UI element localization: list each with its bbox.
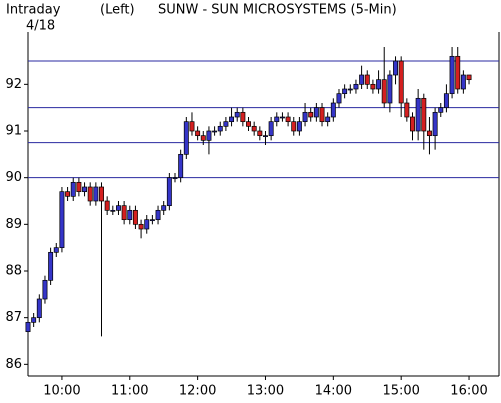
candle-body (460, 74, 466, 90)
candle-body (36, 298, 42, 319)
candle-body (87, 186, 93, 202)
candle-body (217, 125, 223, 132)
y-tick-label: 87 (5, 310, 22, 325)
candle-body (115, 205, 121, 211)
candle-body (376, 79, 382, 90)
y-tick-label: 89 (5, 217, 22, 232)
candle-body (279, 116, 285, 119)
candle-body (206, 130, 212, 141)
candle-body (443, 93, 449, 109)
candle-body (404, 102, 410, 118)
candle-body (161, 205, 167, 211)
y-tick-label: 90 (5, 170, 22, 185)
candle-body (200, 135, 206, 141)
candle-body (330, 102, 336, 118)
candle-body (42, 279, 48, 300)
candle-body (240, 111, 246, 123)
candle-body (308, 111, 314, 118)
x-tick-label: 15:00 (382, 384, 419, 399)
candle-body (53, 247, 59, 253)
axis-label: (Left) (100, 3, 135, 18)
date-label: 4/18 (26, 19, 55, 34)
candle-body (212, 130, 218, 133)
y-tick-label: 86 (5, 357, 22, 372)
y-tick-label: 92 (5, 77, 22, 92)
candle-body (110, 209, 116, 212)
candle-body (359, 74, 365, 85)
candle-body (342, 88, 348, 95)
candle-body (319, 107, 325, 123)
candle-body (296, 121, 302, 132)
candle-body (93, 186, 99, 202)
candle-body (336, 93, 342, 104)
candle-body (432, 111, 438, 137)
candle-body (398, 60, 404, 104)
x-tick-label: 11:00 (111, 384, 148, 399)
candle-body (268, 121, 274, 137)
candle-body (393, 60, 398, 76)
candle-body (313, 107, 319, 118)
candle-body (229, 116, 235, 123)
candle-body (104, 200, 110, 211)
candle-body (449, 55, 455, 95)
candle-body (138, 223, 144, 230)
candle-body (302, 111, 308, 123)
candle-body (364, 74, 370, 85)
candle-body (65, 191, 71, 197)
candle-body (178, 153, 184, 179)
y-tick-label: 91 (5, 124, 22, 139)
candle-body (76, 181, 82, 193)
candle-body (70, 181, 76, 197)
candle-body (223, 121, 229, 127)
candle-body (132, 209, 138, 225)
candle-body (466, 74, 472, 81)
candle-body (426, 130, 432, 137)
candle-body (263, 135, 268, 138)
candle-body (347, 88, 353, 91)
candle-body (25, 321, 31, 333)
candle-body (251, 125, 257, 132)
candle-body (421, 97, 427, 132)
y-tick-label: 88 (5, 264, 22, 279)
candle-body (291, 121, 297, 132)
candle-body (274, 116, 280, 123)
candle-body (172, 177, 178, 180)
x-tick-label: 12:00 (179, 384, 216, 399)
candle-body (121, 205, 127, 221)
chart-title: SUNW - SUN MICROSYSTEMS (5-Min) (158, 3, 397, 18)
candle-body (127, 209, 133, 221)
candle-body (155, 209, 161, 221)
candle-body (149, 219, 155, 222)
candle-body (353, 83, 359, 90)
candle-body (144, 219, 150, 230)
candle-body (234, 111, 240, 118)
x-tick-label: 13:00 (247, 384, 284, 399)
candle-body (246, 121, 251, 127)
candle-body (455, 55, 461, 90)
candle-body (387, 74, 393, 104)
candle-body (189, 121, 195, 132)
candle-body (183, 121, 189, 155)
candle-body (82, 186, 88, 193)
candle-body (99, 186, 104, 202)
candle-body (257, 130, 263, 137)
candle-body (370, 83, 376, 90)
candle-body (166, 177, 172, 207)
candle-body (285, 116, 291, 123)
candle-body (325, 116, 331, 123)
candle-body (410, 116, 415, 132)
x-tick-label: 16:00 (450, 384, 487, 399)
x-tick-label: 10:00 (43, 384, 80, 399)
candle-body (195, 130, 201, 137)
candle-body (415, 97, 421, 132)
candle-body (381, 79, 387, 104)
intraday-label: Intraday (6, 3, 61, 18)
x-tick-label: 14:00 (315, 384, 352, 399)
candle-body (438, 107, 444, 113)
candle-body (31, 317, 37, 323)
candle-body (48, 251, 54, 281)
candle-body (59, 191, 65, 249)
